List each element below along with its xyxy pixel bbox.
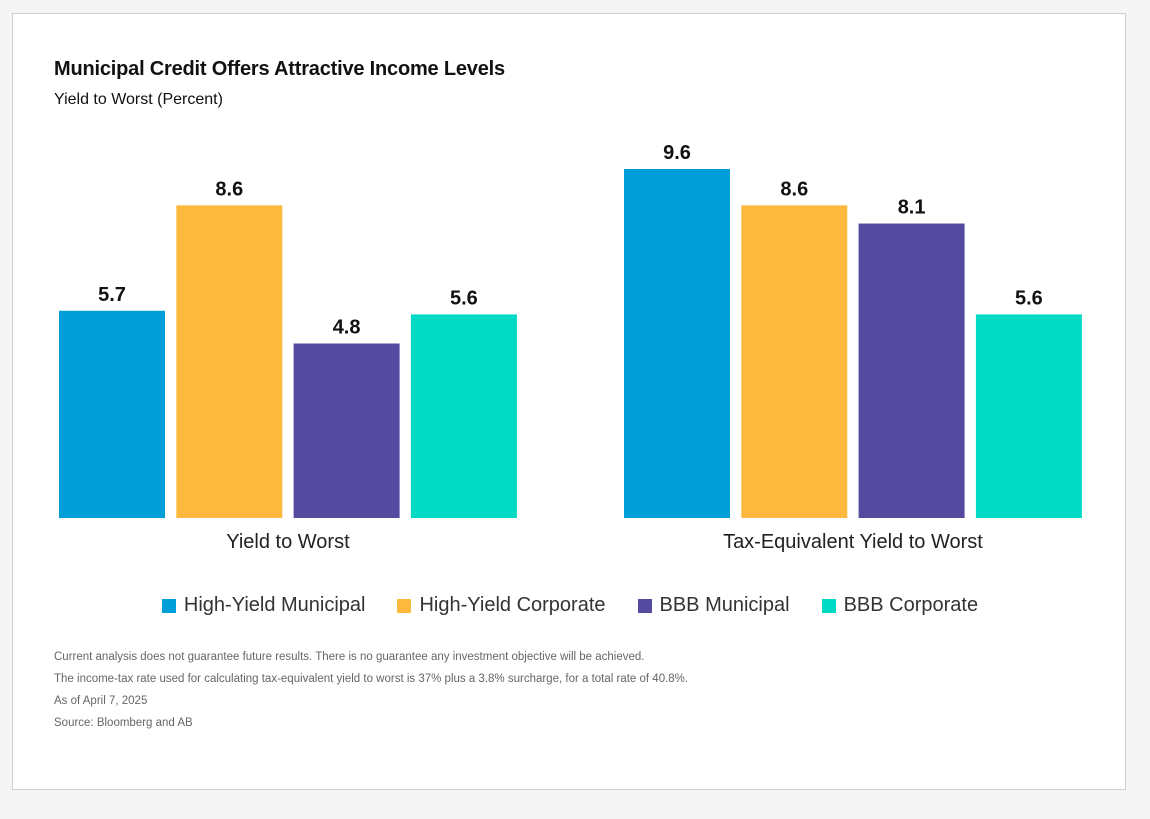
chart-title: Municipal Credit Offers Attractive Incom…: [54, 58, 505, 80]
data-label-yield-to-worst-high-yield-municipal: 5.7: [98, 284, 126, 306]
category-label-yield-to-worst: Yield to Worst: [226, 531, 350, 553]
data-label-tax-equivalent-yield-to-worst-bbb-municipal: 8.1: [898, 197, 926, 219]
legend-item-high-yield-corporate: High-Yield Corporate: [397, 594, 606, 617]
data-label-tax-equivalent-yield-to-worst-bbb-corporate: 5.6: [1015, 287, 1043, 309]
footnote-source: Source: Bloomberg and AB: [54, 717, 193, 729]
legend-swatch-high-yield-corporate: [397, 598, 412, 613]
bar-yield-to-worst-high-yield-municipal: [59, 310, 165, 518]
legend-item-high-yield-municipal: High-Yield Municipal: [161, 594, 366, 617]
bar-yield-to-worst-bbb-corporate: [410, 314, 517, 518]
legend-swatch-high-yield-municipal: [161, 598, 176, 613]
data-label-tax-equivalent-yield-to-worst-high-yield-municipal: 9.6: [663, 142, 691, 164]
legend-swatch-bbb-corporate: [821, 598, 836, 613]
footnote-date: As of April 7, 2025: [54, 695, 148, 707]
bar-chart: 5.7 8.6 4.8 5.6 Yield to Worst 9.6 8.6 8.1 5.6 Ta…: [59, 142, 1082, 553]
legend-label-bbb-municipal: BBB Municipal: [659, 594, 790, 616]
legend-label-bbb-corporate: BBB Corporate: [843, 594, 979, 616]
legend-item-bbb-municipal: BBB Municipal: [637, 594, 790, 617]
footnote-tax-rate: The income-tax rate used for calculating…: [54, 673, 689, 685]
bar-tax-equivalent-yield-to-worst-high-yield-municipal: [624, 169, 730, 518]
data-label-yield-to-worst-high-yield-corporate: 8.6: [215, 178, 243, 200]
data-label-yield-to-worst-bbb-corporate: 5.6: [450, 287, 478, 309]
legend-label-high-yield-corporate: High-Yield Corporate: [419, 594, 606, 616]
legend: High-Yield Municipal High-Yield Corporate…: [13, 594, 1127, 617]
category-label-tax-equivalent-yield-to-worst: Tax-Equivalent Yield to Worst: [723, 531, 983, 553]
chart-subtitle: Yield to Worst (Percent): [54, 91, 223, 108]
footnotes: Current analysis does not guarantee futu…: [54, 646, 688, 734]
legend-swatch-bbb-municipal: [637, 598, 652, 613]
bar-yield-to-worst-bbb-municipal: [293, 343, 400, 518]
data-label-yield-to-worst-bbb-municipal: 4.8: [333, 317, 361, 339]
legend-label-high-yield-municipal: High-Yield Municipal: [183, 594, 366, 616]
bar-tax-equivalent-yield-to-worst-bbb-corporate: [975, 314, 1082, 518]
data-label-tax-equivalent-yield-to-worst-high-yield-corporate: 8.6: [780, 178, 808, 200]
footnote-disclaimer: Current analysis does not guarantee futu…: [54, 651, 645, 663]
page-bottom-strip: [0, 800, 1150, 819]
chart-card: Municipal Credit Offers Attractive Incom…: [12, 13, 1126, 790]
bar-yield-to-worst-high-yield-corporate: [176, 205, 283, 518]
bar-tax-equivalent-yield-to-worst-bbb-municipal: [858, 223, 965, 518]
bar-tax-equivalent-yield-to-worst-high-yield-corporate: [741, 205, 848, 518]
legend-item-bbb-corporate: BBB Corporate: [821, 594, 979, 617]
